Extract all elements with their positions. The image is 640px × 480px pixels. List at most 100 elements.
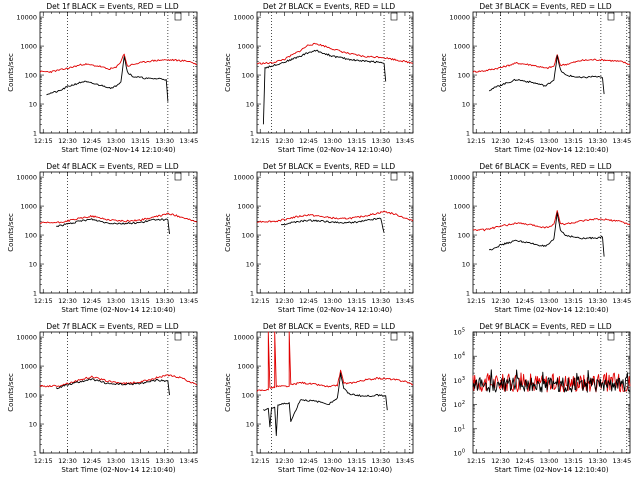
x-tick-label: 13:45 xyxy=(180,457,199,465)
x-tick-label: 12:15 xyxy=(467,297,486,305)
x-tick-label: 12:30 xyxy=(491,457,510,465)
y-tick-label: 1 xyxy=(466,130,470,138)
y-tick-label: 10000 xyxy=(449,174,470,182)
events-series-line xyxy=(55,378,170,396)
x-tick-label: 13:45 xyxy=(613,137,632,145)
lld-series-line xyxy=(256,42,414,65)
y-axis-label: Counts/sec xyxy=(440,53,448,92)
x-tick-label: 13:45 xyxy=(396,457,415,465)
lld-series-line xyxy=(472,210,631,232)
x-tick-label: 13:30 xyxy=(371,297,390,305)
x-tick-label: 13:15 xyxy=(347,297,366,305)
x-tick-label: 13:15 xyxy=(347,137,366,145)
chart-panel-1: Det 1f BLACK = Events, RED = LLD 1 10 100 10… xyxy=(7,2,198,154)
chart-title: Det 5f BLACK = Events, RED = LLD xyxy=(263,162,396,171)
x-tick-label: 12:45 xyxy=(82,457,101,465)
y-tick-label: 10 xyxy=(246,261,254,269)
y-tick-label: 1 xyxy=(33,290,37,298)
y-tick-label: 10000 xyxy=(16,14,37,22)
x-axis-label: Start Time (02-Nov-14 12:10:40) xyxy=(494,306,608,314)
y-tick-label: 1000 xyxy=(20,43,37,51)
y-tick-label: 100 xyxy=(242,392,254,400)
x-tick-label: 13:30 xyxy=(588,457,607,465)
x-tick-label: 12:45 xyxy=(515,457,534,465)
events-series-line xyxy=(263,372,388,437)
x-tick-label: 13:00 xyxy=(540,137,559,145)
y-tick-label: 100 xyxy=(25,232,37,240)
lld-series-line xyxy=(256,331,414,392)
events-series-line xyxy=(262,49,387,125)
y-tick-label: 102 xyxy=(454,400,465,409)
chart-panel-4: Det 4f BLACK = Events, RED = LLD 1 10 100 10… xyxy=(7,162,198,314)
x-tick-label: 13:30 xyxy=(588,137,607,145)
y-tick-label: 1000 xyxy=(237,203,254,211)
x-tick-label: 12:45 xyxy=(515,297,534,305)
y-tick-label: 100 xyxy=(454,449,465,458)
plot-frame xyxy=(39,331,198,454)
y-tick-label: 1000 xyxy=(237,43,254,51)
x-tick-label: 12:30 xyxy=(491,297,510,305)
y-tick-label: 100 xyxy=(25,392,37,400)
chart-title: Det 4f BLACK = Events, RED = LLD xyxy=(46,162,179,171)
x-tick-label: 13:00 xyxy=(107,457,126,465)
x-tick-label: 12:15 xyxy=(251,457,270,465)
chart-title: Det 2f BLACK = Events, RED = LLD xyxy=(263,2,396,11)
y-tick-label: 100 xyxy=(25,72,37,80)
x-tick-label: 13:15 xyxy=(131,457,150,465)
plot-frame xyxy=(472,171,631,294)
x-tick-label: 13:00 xyxy=(323,297,342,305)
y-tick-label: 1 xyxy=(33,130,37,138)
y-tick-label: 104 xyxy=(454,352,465,361)
y-tick-label: 10000 xyxy=(233,174,254,182)
marker-box xyxy=(607,172,615,181)
y-tick-label: 10000 xyxy=(449,14,470,22)
events-series-line xyxy=(280,217,385,233)
marker-box xyxy=(390,172,398,181)
marker-box xyxy=(607,332,615,341)
y-tick-label: 100 xyxy=(458,72,470,80)
y-tick-label: 1000 xyxy=(20,203,37,211)
y-tick-label: 100 xyxy=(242,232,254,240)
lld-series-line xyxy=(472,54,631,73)
x-tick-label: 13:15 xyxy=(131,137,150,145)
marker-box xyxy=(390,332,398,341)
x-tick-label: 13:00 xyxy=(540,457,559,465)
x-tick-label: 13:00 xyxy=(323,137,342,145)
marker-box xyxy=(390,12,398,21)
x-tick-label: 12:45 xyxy=(299,457,318,465)
x-tick-label: 13:15 xyxy=(564,137,583,145)
chart-panel-2: Det 2f BLACK = Events, RED = LLD 1 10 100 10… xyxy=(224,2,414,154)
chart-title: Det 6f BLACK = Events, RED = LLD xyxy=(479,162,612,171)
x-tick-label: 12:30 xyxy=(58,457,77,465)
events-series-line xyxy=(488,212,605,257)
y-tick-label: 105 xyxy=(454,328,465,337)
x-tick-label: 12:15 xyxy=(34,457,53,465)
y-tick-label: 10 xyxy=(29,101,37,109)
x-tick-label: 12:15 xyxy=(251,137,270,145)
x-tick-label: 12:45 xyxy=(515,137,534,145)
x-tick-label: 12:30 xyxy=(275,297,294,305)
y-tick-label: 10000 xyxy=(16,334,37,342)
y-axis-label: Counts/sec xyxy=(224,213,232,252)
x-axis-label: Start Time (02-Nov-14 12:10:40) xyxy=(61,306,175,314)
x-tick-label: 12:30 xyxy=(275,137,294,145)
plot-frame xyxy=(472,331,631,454)
x-tick-label: 13:15 xyxy=(131,297,150,305)
y-tick-label: 1000 xyxy=(237,363,254,371)
x-tick-label: 13:45 xyxy=(613,457,632,465)
plot-frame xyxy=(256,331,414,454)
chart-title: Det 3f BLACK = Events, RED = LLD xyxy=(479,2,612,11)
x-tick-label: 13:30 xyxy=(371,137,390,145)
y-tick-label: 10 xyxy=(246,421,254,429)
y-axis-label: Counts/sec xyxy=(440,373,448,412)
y-tick-label: 10 xyxy=(462,261,470,269)
x-tick-label: 12:30 xyxy=(58,297,77,305)
x-tick-label: 13:00 xyxy=(323,457,342,465)
x-tick-label: 12:15 xyxy=(467,137,486,145)
x-axis-label: Start Time (02-Nov-14 12:10:40) xyxy=(278,466,392,474)
x-tick-label: 12:30 xyxy=(491,137,510,145)
y-tick-label: 10 xyxy=(29,421,37,429)
lld-series-line xyxy=(472,372,631,393)
x-tick-label: 13:30 xyxy=(155,457,174,465)
chart-panel-3: Det 3f BLACK = Events, RED = LLD 1 10 100 10… xyxy=(440,2,631,154)
